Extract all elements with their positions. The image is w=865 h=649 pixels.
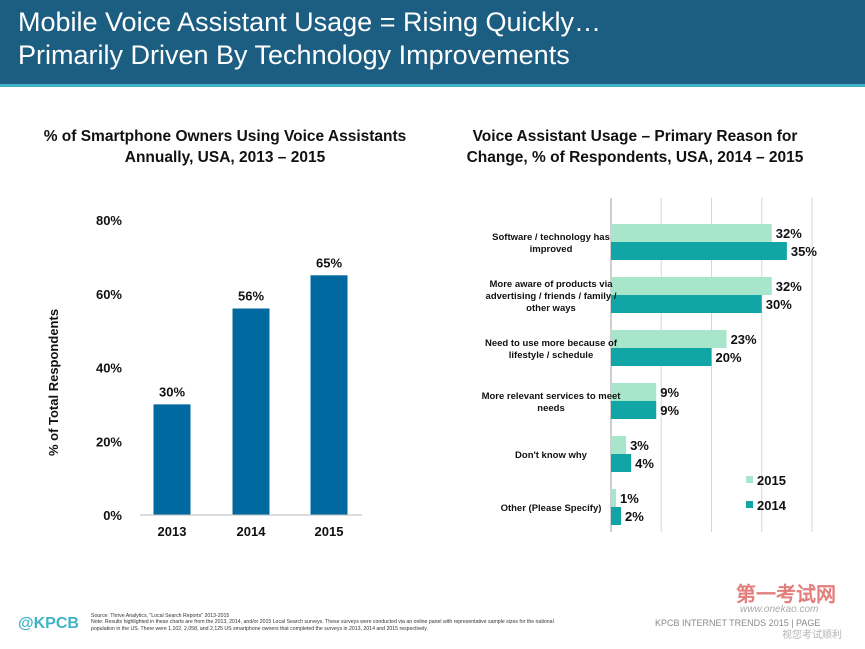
footer-page-label: KPCB INTERNET TRENDS 2015 | PAGE bbox=[655, 618, 821, 628]
header-bar bbox=[0, 0, 865, 84]
bar-2015-2 bbox=[611, 330, 727, 348]
bar-2015-1 bbox=[611, 277, 772, 295]
bar-value-label: 9% bbox=[660, 403, 679, 418]
page-title-line1: Mobile Voice Assistant Usage = Rising Qu… bbox=[18, 7, 602, 37]
kpcb-logo: @KPCB bbox=[18, 615, 79, 632]
category-label: Other (Please Specify) bbox=[501, 503, 602, 514]
x-tick-label: 2014 bbox=[237, 524, 267, 539]
bar-2014-0 bbox=[611, 242, 787, 260]
source-note: Source: Thrive Analytics, "Local Search … bbox=[91, 613, 631, 632]
left-chart-title-line2: Annually, USA, 2013 – 2015 bbox=[124, 149, 326, 166]
bar-value-label: 35% bbox=[791, 244, 817, 259]
y-tick-label: 0% bbox=[103, 508, 122, 523]
y-tick-label: 20% bbox=[96, 434, 122, 449]
left-chart-title-line1: % of Smartphone Owners Using Voice Assis… bbox=[43, 128, 407, 145]
right-chart-title: Voice Assistant Usage – Primary Reason f… bbox=[430, 126, 840, 168]
bar-value-label: 4% bbox=[635, 456, 654, 471]
bar-2015-0 bbox=[611, 224, 772, 242]
bar-2015-4 bbox=[611, 436, 627, 454]
category-label: lifestyle / schedule bbox=[509, 350, 593, 361]
y-tick-label: 60% bbox=[96, 287, 122, 302]
watermark-url: www.onekao.com bbox=[740, 604, 819, 615]
bar-2014-4 bbox=[611, 454, 632, 472]
bar-value-label: 23% bbox=[731, 332, 757, 347]
bar-value-label: 56% bbox=[238, 289, 264, 304]
y-tick-label: 80% bbox=[96, 213, 122, 228]
watermark-slogan: 视您考试顺利 bbox=[782, 630, 842, 641]
right-chart-title-line1: Voice Assistant Usage – Primary Reason f… bbox=[472, 128, 798, 145]
bar-2015-5 bbox=[611, 489, 617, 507]
category-label: needs bbox=[537, 403, 564, 414]
bar-value-label: 1% bbox=[620, 491, 639, 506]
bar-2014 bbox=[232, 308, 270, 515]
bar-value-label: 32% bbox=[776, 226, 802, 241]
category-label: improved bbox=[530, 244, 573, 255]
bar-value-label: 2% bbox=[625, 509, 644, 524]
bar-value-label: 3% bbox=[630, 438, 649, 453]
bar-2013 bbox=[153, 404, 191, 515]
bar-2014-5 bbox=[611, 507, 622, 525]
page-title-line2: Primarily Driven By Technology Improveme… bbox=[18, 40, 570, 70]
bar-2014-3 bbox=[611, 401, 657, 419]
x-tick-label: 2013 bbox=[158, 524, 187, 539]
header-accent-line bbox=[0, 84, 865, 87]
x-tick-label: 2015 bbox=[315, 524, 344, 539]
bar-value-label: 9% bbox=[660, 385, 679, 400]
bar-value-label: 32% bbox=[776, 279, 802, 294]
bar-2015-3 bbox=[611, 383, 657, 401]
watermark-logo: 第一考试网 bbox=[736, 584, 836, 606]
right-chart-title-line2: Change, % of Respondents, USA, 2014 – 20… bbox=[466, 149, 804, 166]
legend-swatch-2014 bbox=[746, 501, 753, 508]
legend-label-2014: 2014 bbox=[757, 498, 787, 513]
bar-value-label: 30% bbox=[766, 297, 792, 312]
category-label: Software / technology has bbox=[492, 232, 610, 243]
legend-swatch-2015 bbox=[746, 476, 753, 483]
bar-2015 bbox=[310, 275, 348, 515]
bar-2014-1 bbox=[611, 295, 762, 313]
category-label: Don't know why bbox=[515, 450, 588, 461]
category-label: Need to use more because of bbox=[485, 338, 618, 349]
legend-label-2015: 2015 bbox=[757, 473, 786, 488]
bar-value-label: 65% bbox=[316, 255, 342, 270]
category-label: More relevant services to meet bbox=[482, 391, 622, 402]
source-line: Source: Thrive Analytics, "Local Search … bbox=[91, 613, 230, 619]
y-tick-label: 40% bbox=[96, 361, 122, 376]
bar-value-label: 30% bbox=[159, 384, 185, 399]
category-label: advertising / friends / family / bbox=[486, 291, 617, 302]
category-label: More aware of products via bbox=[489, 279, 613, 290]
note-line2: population in the US. There were 1,102, … bbox=[91, 625, 428, 632]
y-axis-label: % of Total Respondents bbox=[46, 309, 61, 456]
left-chart-title: % of Smartphone Owners Using Voice Assis… bbox=[20, 126, 430, 168]
category-label: other ways bbox=[526, 303, 576, 314]
page-title: Mobile Voice Assistant Usage = Rising Qu… bbox=[18, 6, 858, 72]
note-line1: Note: Results highlighted in these chart… bbox=[91, 619, 554, 626]
bar-value-label: 20% bbox=[716, 350, 742, 365]
bar-2014-2 bbox=[611, 348, 712, 366]
